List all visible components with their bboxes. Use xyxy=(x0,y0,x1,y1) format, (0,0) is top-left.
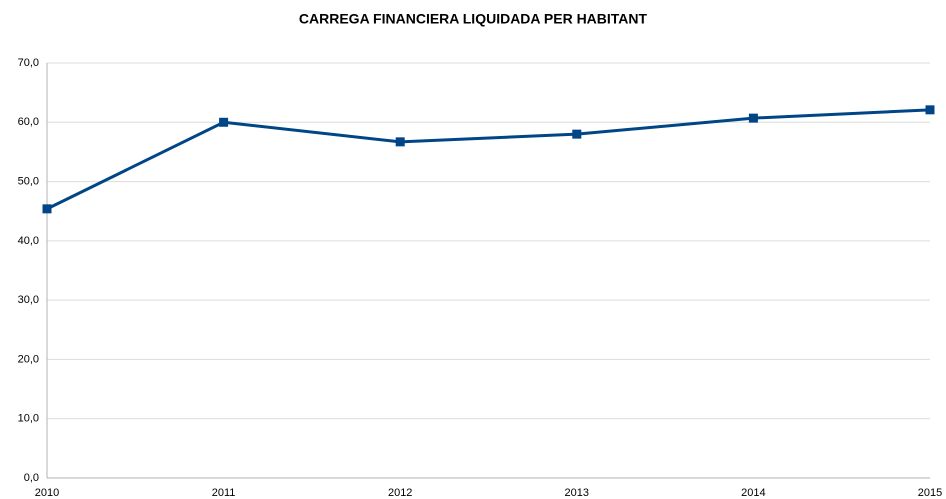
x-tick-label: 2014 xyxy=(741,487,765,499)
y-tick-label: 60,0 xyxy=(18,116,39,128)
x-tick-label: 2015 xyxy=(918,487,942,499)
y-tick-label: 70,0 xyxy=(18,57,39,69)
y-tick-label: 10,0 xyxy=(18,413,39,425)
y-tick-label: 30,0 xyxy=(18,294,39,306)
data-point xyxy=(395,137,405,147)
data-point xyxy=(42,204,52,214)
data-point xyxy=(748,113,758,123)
data-point xyxy=(572,129,582,139)
x-tick-label: 2011 xyxy=(212,487,236,499)
data-point xyxy=(925,105,935,115)
chart-title: CARREGA FINANCIERA LIQUIDADA PER HABITAN… xyxy=(299,11,648,27)
data-line xyxy=(46,108,931,211)
y-tick-label: 0,0 xyxy=(24,472,39,484)
data-point xyxy=(219,117,229,127)
y-tick-label: 50,0 xyxy=(18,175,39,187)
x-tick-label: 2010 xyxy=(35,487,59,499)
x-tick-label: 2013 xyxy=(565,487,589,499)
y-tick-label: 20,0 xyxy=(18,353,39,365)
y-tick-label: 40,0 xyxy=(18,235,39,247)
x-tick-label: 2012 xyxy=(388,487,412,499)
